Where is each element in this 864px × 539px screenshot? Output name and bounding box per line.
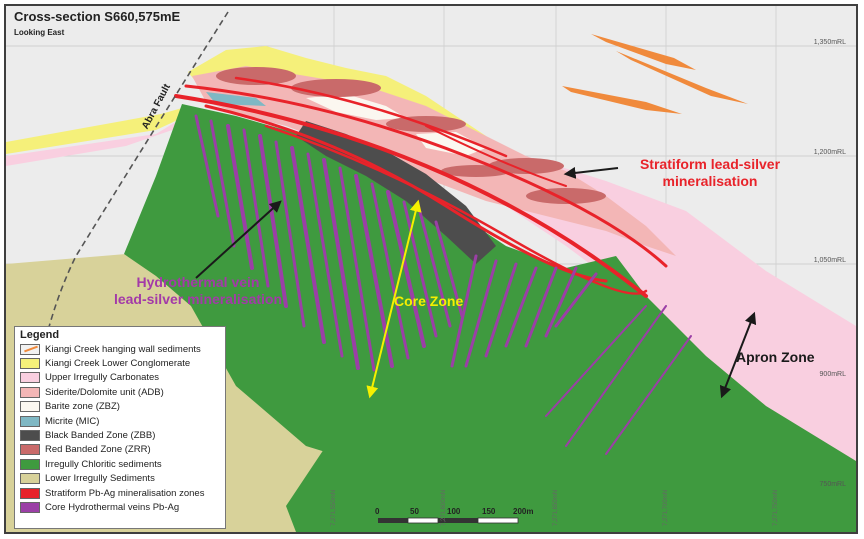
legend-item: Irregully Chloritic sediments bbox=[20, 457, 220, 471]
upper-carbonates-apron bbox=[506, 156, 856, 476]
rl-label: 750mRL bbox=[819, 481, 846, 488]
hydrothermal-label-line2: lead-silver mineralisation bbox=[113, 291, 283, 307]
legend-swatch bbox=[20, 444, 40, 456]
stratiform-zones bbox=[174, 76, 668, 298]
red-banded-mass bbox=[192, 66, 676, 256]
rl-label: 1,050mRL bbox=[813, 257, 846, 264]
page-subtitle: Looking East bbox=[14, 28, 65, 37]
legend-label: Irregully Chloritic sediments bbox=[45, 458, 162, 470]
northing-label: 7,271,650mN bbox=[553, 489, 559, 526]
legend-label: Siderite/Dolomite unit (ADB) bbox=[45, 386, 164, 398]
hanging-wall-lenses bbox=[562, 34, 748, 114]
legend-item: Lower Irregully Sediments bbox=[20, 472, 220, 486]
legend-swatch bbox=[20, 487, 40, 499]
scale-tick: 50 bbox=[410, 507, 419, 516]
chloritic-sediments bbox=[124, 104, 856, 532]
legend-item: Siderite/Dolomite unit (ADB) bbox=[20, 385, 220, 399]
rl-label: 1,200mRL bbox=[813, 149, 846, 156]
legend-title: Legend bbox=[20, 329, 60, 341]
legend-label: Kiangi Creek Lower Conglomerate bbox=[45, 358, 191, 370]
northing-label: 7,271,750mN bbox=[773, 489, 779, 526]
scale-tick: 0 bbox=[375, 507, 380, 516]
legend-swatch bbox=[20, 430, 40, 442]
legend-label: Core Hydrothermal veins Pb-Ag bbox=[45, 501, 180, 513]
stratiform-label: Stratiform lead-silver mineralisation bbox=[620, 156, 800, 190]
legend-swatch bbox=[20, 415, 40, 427]
page-title: Cross-section S660,575mE bbox=[14, 9, 181, 24]
annotation-arrows bbox=[195, 166, 757, 399]
scale-tick: 200m bbox=[513, 507, 534, 516]
legend-item: Upper Irregully Carbonates bbox=[20, 371, 220, 385]
stratiform-label-line1: Stratiform lead-silver bbox=[639, 156, 781, 172]
legend-label: Stratiform Pb-Ag mineralisation zones bbox=[45, 487, 205, 499]
legend-item: Core Hydrothermal veins Pb-Ag bbox=[20, 500, 220, 514]
legend-items: Kiangi Creek hanging wall sediments Kiang… bbox=[20, 342, 220, 515]
scale-tick: 100 bbox=[447, 507, 461, 516]
hydrothermal-label-line1: Hydrothermal vein bbox=[136, 274, 260, 290]
legend-label: Lower Irregully Sediments bbox=[45, 473, 155, 485]
legend-label: Upper Irregully Carbonates bbox=[45, 372, 160, 384]
scale-bar-graphic bbox=[378, 517, 519, 524]
scale-tick: 150 bbox=[482, 507, 496, 516]
barite-lenses bbox=[306, 94, 406, 120]
core-zone-arrow bbox=[366, 199, 422, 399]
legend-swatch bbox=[20, 372, 40, 384]
stratiform-label-line2: mineralisation bbox=[662, 173, 758, 189]
legend-swatch bbox=[20, 458, 40, 470]
rl-label: 900mRL bbox=[819, 371, 846, 378]
apron-zone-label: Apron Zone bbox=[736, 349, 815, 365]
legend-label: Barite zone (ZBZ) bbox=[45, 401, 120, 413]
legend-swatch bbox=[20, 473, 40, 485]
legend-item: Micrite (MIC) bbox=[20, 414, 220, 428]
rl-label: 1,350mRL bbox=[813, 39, 846, 46]
legend-label: Kiangi Creek hanging wall sediments bbox=[45, 343, 201, 355]
legend-swatch bbox=[20, 401, 40, 413]
legend-label: Black Banded Zone (ZBB) bbox=[45, 430, 156, 442]
hydrothermal-label: Hydrothermal vein lead-silver mineralisa… bbox=[98, 274, 298, 308]
hydro-arrow bbox=[195, 200, 282, 279]
northing-label: 7,271,700mN bbox=[663, 489, 669, 526]
upper-carbonates-left bbox=[6, 118, 182, 166]
legend-item: Red Banded Zone (ZRR) bbox=[20, 443, 220, 457]
legend-label: Red Banded Zone (ZRR) bbox=[45, 444, 151, 456]
cross-section-figure: Cross-section S660,575mE Looking East 1,… bbox=[4, 4, 858, 534]
legend-swatch bbox=[20, 501, 40, 513]
stratiform-arrow bbox=[563, 166, 619, 179]
barite-lenses-2 bbox=[416, 132, 486, 156]
northing-label: 7,271,550mN bbox=[331, 489, 337, 526]
legend: Legend Kiangi Creek hanging wall sedimen… bbox=[14, 326, 226, 529]
legend-swatch bbox=[20, 343, 40, 355]
legend-item: Kiangi Creek hanging wall sediments bbox=[20, 342, 220, 356]
legend-swatch bbox=[20, 386, 40, 398]
legend-item: Kiangi Creek Lower Conglomerate bbox=[20, 356, 220, 370]
legend-item: Stratiform Pb-Ag mineralisation zones bbox=[20, 486, 220, 500]
legend-label: Micrite (MIC) bbox=[45, 415, 100, 427]
core-zone-label: Core Zone bbox=[394, 293, 464, 309]
conglomerate-left bbox=[6, 108, 182, 154]
legend-swatch bbox=[20, 358, 40, 370]
legend-item: Barite zone (ZBZ) bbox=[20, 400, 220, 414]
apron-zone-arrow bbox=[719, 311, 757, 399]
legend-item: Black Banded Zone (ZBB) bbox=[20, 428, 220, 442]
